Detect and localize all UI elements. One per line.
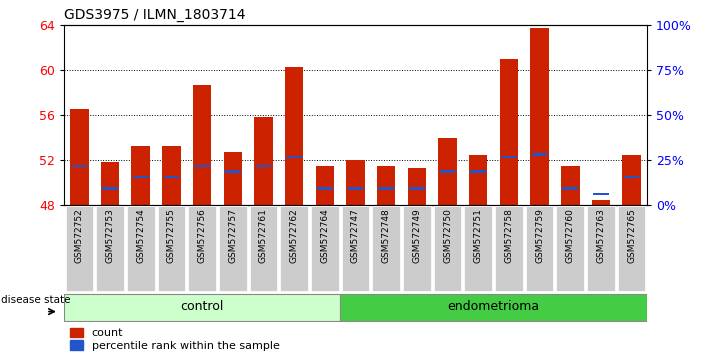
FancyBboxPatch shape (188, 206, 216, 291)
FancyBboxPatch shape (219, 206, 247, 291)
Bar (132, 145, 150, 205)
Bar (624, 176, 639, 178)
Bar (101, 162, 119, 205)
Bar (500, 59, 518, 205)
FancyBboxPatch shape (342, 206, 369, 291)
Legend: count, percentile rank within the sample: count, percentile rank within the sample (70, 328, 279, 351)
FancyBboxPatch shape (64, 293, 340, 321)
Bar (622, 155, 641, 205)
Text: GSM572750: GSM572750 (443, 208, 452, 263)
Bar (471, 170, 486, 173)
Text: disease state: disease state (1, 295, 71, 304)
Text: GSM572754: GSM572754 (137, 208, 145, 263)
FancyBboxPatch shape (495, 206, 523, 291)
Bar (133, 176, 149, 178)
Text: GSM572749: GSM572749 (412, 208, 422, 263)
Bar (561, 166, 579, 205)
Bar (162, 145, 181, 205)
Text: GSM572755: GSM572755 (167, 208, 176, 263)
Text: control: control (181, 300, 224, 313)
Bar (194, 165, 210, 167)
FancyBboxPatch shape (96, 206, 124, 291)
FancyBboxPatch shape (618, 206, 646, 291)
Text: GSM572747: GSM572747 (351, 208, 360, 263)
Bar (70, 109, 89, 205)
Text: GSM572764: GSM572764 (321, 208, 329, 263)
Bar (255, 117, 272, 205)
Text: GSM572761: GSM572761 (259, 208, 268, 263)
Text: GSM572752: GSM572752 (75, 208, 84, 263)
Text: GSM572760: GSM572760 (566, 208, 574, 263)
FancyBboxPatch shape (250, 206, 277, 291)
FancyBboxPatch shape (311, 206, 338, 291)
Bar (378, 187, 394, 190)
Bar (348, 187, 363, 190)
Bar (469, 155, 488, 205)
FancyBboxPatch shape (557, 206, 584, 291)
Text: GSM572756: GSM572756 (198, 208, 207, 263)
Text: GSM572758: GSM572758 (504, 208, 513, 263)
Text: GSM572759: GSM572759 (535, 208, 544, 263)
Text: GSM572762: GSM572762 (289, 208, 299, 263)
Bar (501, 155, 517, 158)
Bar (164, 176, 179, 178)
Bar (592, 200, 610, 205)
FancyBboxPatch shape (434, 206, 461, 291)
Bar (102, 187, 118, 190)
Bar (223, 152, 242, 205)
Bar (256, 165, 272, 167)
FancyBboxPatch shape (127, 206, 154, 291)
Bar (439, 138, 456, 205)
Text: GSM572765: GSM572765 (627, 208, 636, 263)
FancyBboxPatch shape (340, 293, 647, 321)
Bar (72, 165, 87, 167)
Text: GDS3975 / ILMN_1803714: GDS3975 / ILMN_1803714 (64, 8, 245, 22)
Bar (593, 193, 609, 195)
FancyBboxPatch shape (464, 206, 492, 291)
FancyBboxPatch shape (373, 206, 400, 291)
Text: endometrioma: endometrioma (447, 300, 540, 313)
Bar (409, 187, 424, 190)
Bar (316, 166, 334, 205)
Text: GSM572748: GSM572748 (382, 208, 390, 263)
Text: GSM572751: GSM572751 (474, 208, 483, 263)
Text: GSM572753: GSM572753 (105, 208, 114, 263)
Bar (530, 28, 549, 205)
Bar (532, 153, 547, 156)
Text: GSM572763: GSM572763 (597, 208, 606, 263)
FancyBboxPatch shape (403, 206, 431, 291)
FancyBboxPatch shape (280, 206, 308, 291)
Bar (193, 85, 211, 205)
FancyBboxPatch shape (65, 206, 93, 291)
FancyBboxPatch shape (526, 206, 553, 291)
Bar (225, 170, 240, 173)
Bar (407, 168, 426, 205)
Bar (285, 67, 304, 205)
Text: GSM572757: GSM572757 (228, 208, 237, 263)
FancyBboxPatch shape (587, 206, 615, 291)
Bar (562, 187, 578, 190)
Bar (317, 187, 333, 190)
Bar (287, 155, 302, 158)
Bar (439, 170, 455, 173)
FancyBboxPatch shape (158, 206, 185, 291)
Bar (346, 160, 365, 205)
Bar (377, 166, 395, 205)
